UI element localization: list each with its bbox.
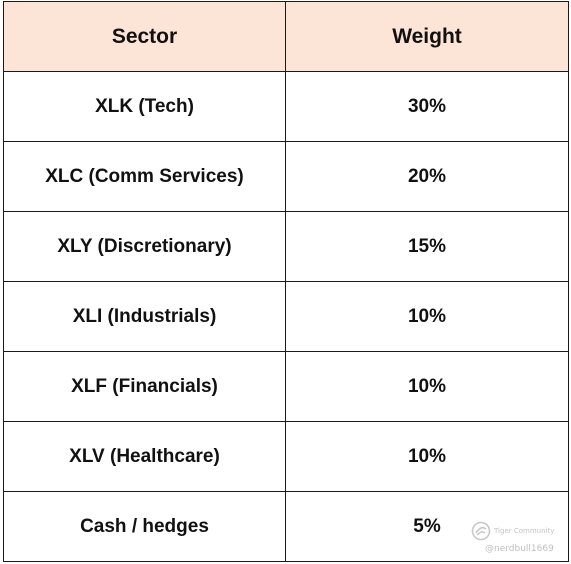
- watermark-brand-row: Tiger Community: [471, 520, 554, 542]
- weight-cell: 10%: [285, 281, 569, 352]
- table-row: XLF (Financials) 10%: [3, 351, 569, 422]
- watermark: Tiger Community @nerdbull1669: [471, 520, 561, 558]
- weight-cell: 5%: [285, 491, 569, 562]
- table-row: XLV (Healthcare) 10%: [3, 421, 569, 492]
- sector-cell: XLC (Comm Services): [3, 141, 286, 212]
- table-row: XLY (Discretionary) 15%: [3, 211, 569, 282]
- sector-weight-table: Sector Weight XLK (Tech) 30% XLC (Comm S…: [3, 1, 569, 562]
- header-row: Sector Weight: [3, 1, 569, 72]
- tiger-logo-icon: [471, 521, 491, 541]
- sector-cell: XLK (Tech): [3, 71, 286, 142]
- header-sector: Sector: [3, 1, 286, 72]
- weight-cell: 15%: [285, 211, 569, 282]
- weight-cell: 20%: [285, 141, 569, 212]
- table-row: Cash / hedges 5%: [3, 491, 569, 562]
- sector-cell: XLF (Financials): [3, 351, 286, 422]
- watermark-handle: @nerdbull1669: [485, 544, 554, 554]
- weight-cell: 30%: [285, 71, 569, 142]
- sector-cell: XLV (Healthcare): [3, 421, 286, 492]
- sector-cell: XLI (Industrials): [3, 281, 286, 352]
- watermark-brand: Tiger Community: [494, 527, 555, 535]
- table-row: XLI (Industrials) 10%: [3, 281, 569, 352]
- weight-cell: 10%: [285, 351, 569, 422]
- header-weight: Weight: [285, 1, 569, 72]
- table-row: XLC (Comm Services) 20%: [3, 141, 569, 212]
- sector-cell: Cash / hedges: [3, 491, 286, 562]
- sector-cell: XLY (Discretionary): [3, 211, 286, 282]
- weight-cell: 10%: [285, 421, 569, 492]
- table-row: XLK (Tech) 30%: [3, 71, 569, 142]
